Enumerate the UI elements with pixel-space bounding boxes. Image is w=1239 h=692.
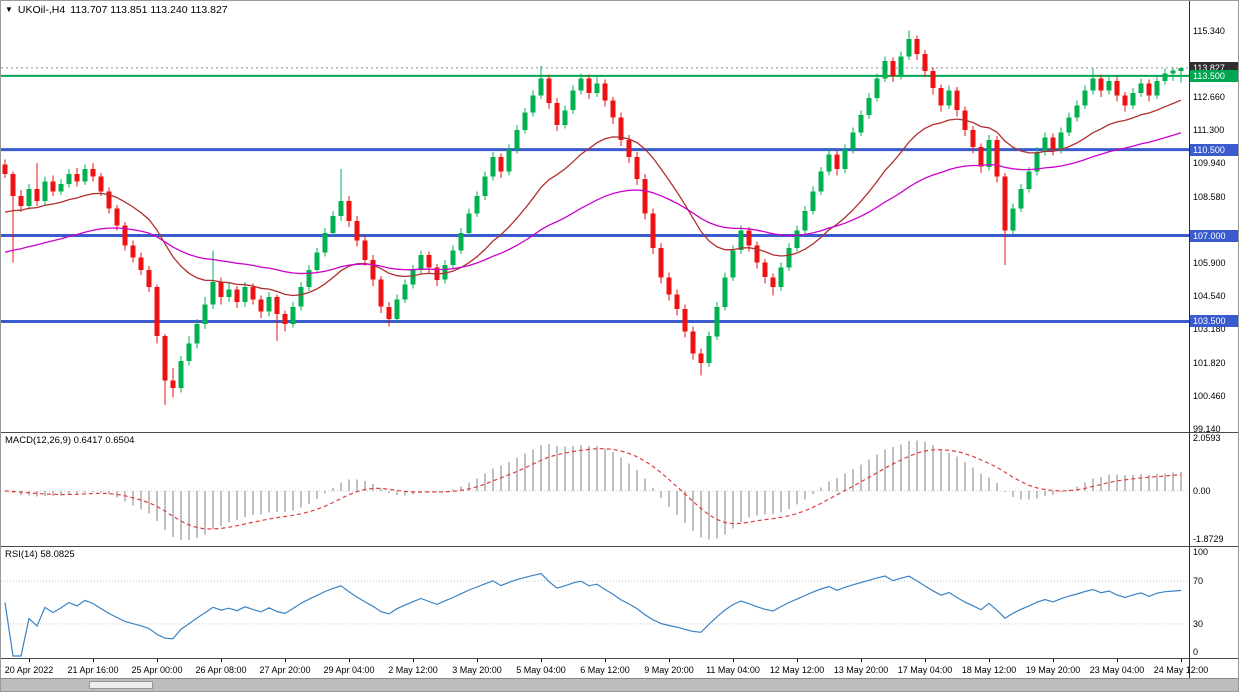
blue-level-label: 107.000 — [1190, 230, 1238, 242]
rsi-line — [4, 572, 1182, 657]
time-tick — [925, 659, 926, 662]
rsi-panel[interactable]: RSI(14) 58.0825 — [1, 547, 1189, 658]
macd-histogram — [4, 440, 1182, 541]
time-tick — [93, 659, 94, 662]
blue-level-label: 103.500 — [1190, 315, 1238, 327]
time-tick — [989, 659, 990, 662]
chart-symbol-period: UKOil-,H4 — [17, 4, 66, 16]
time-axis[interactable]: 20 Apr 2022 21 Apr 16:00 25 Apr 00:00 26 Ap… — [1, 659, 1208, 679]
price-axis-column[interactable]: 115.340 112.660 111.300 109.940 108.580 105.9… — [1189, 1, 1238, 679]
chart-title: ▼ UKOil-,H4 113.707 113.851 113.240 113.… — [5, 4, 228, 16]
time-tick-label: 20 Apr 2022 — [4, 665, 54, 675]
price-tick-label: 108.580 — [1193, 192, 1226, 202]
axis-separator — [1190, 432, 1238, 433]
panel-separator[interactable] — [1, 432, 1189, 433]
macd-tick-label: -1.8729 — [1193, 534, 1224, 544]
macd-label: MACD(12,26,9) 0.6417 0.6504 — [5, 435, 135, 446]
time-tick — [541, 659, 542, 662]
time-tick-label: 13 May 20:00 — [833, 665, 889, 675]
price-tick-label: 101.820 — [1193, 358, 1226, 368]
axis-separator — [1190, 658, 1238, 659]
macd-axis[interactable]: 2.0593 0.00 -1.8729 — [1190, 433, 1238, 546]
time-tick-label: 9 May 20:00 — [644, 665, 694, 675]
ma-slow-line — [4, 132, 1182, 275]
price-chart-panel[interactable]: ▼ UKOil-,H4 113.707 113.851 113.240 113.… — [1, 1, 1189, 432]
time-tick — [1117, 659, 1118, 662]
time-tick-label: 29 Apr 04:00 — [323, 665, 375, 675]
bottom-scrollbar[interactable] — [1, 678, 1238, 691]
price-tick-label: 104.540 — [1193, 291, 1226, 301]
candles — [2, 30, 1184, 405]
panel-separator[interactable] — [1, 546, 1189, 547]
time-tick-label: 23 May 04:00 — [1089, 665, 1145, 675]
time-tick-label: 3 May 20:00 — [452, 665, 502, 675]
rsi-tick-label: 70 — [1193, 576, 1204, 586]
time-tick — [797, 659, 798, 662]
time-tick — [605, 659, 606, 662]
time-tick-label: 5 May 04:00 — [516, 665, 566, 675]
time-tick — [733, 659, 734, 662]
time-tick-label: 6 May 12:00 — [580, 665, 630, 675]
time-tick-label: 12 May 12:00 — [769, 665, 825, 675]
price-tick-label: 115.340 — [1193, 26, 1225, 36]
time-tick — [29, 659, 30, 662]
time-tick — [477, 659, 478, 662]
time-tick-label: 27 Apr 20:00 — [259, 665, 311, 675]
rsi-tick-label: 100 — [1193, 547, 1209, 557]
rsi-axis[interactable]: 100 70 30 0 — [1190, 547, 1238, 658]
axis-corner — [1190, 659, 1238, 679]
price-tick-label: 100.460 — [1193, 391, 1226, 401]
ma-fast-line — [4, 99, 1182, 297]
price-tick-label: 99.140 — [1193, 424, 1221, 434]
macd-tick-label: 0.00 — [1193, 486, 1211, 496]
macd-canvas[interactable] — [1, 433, 1189, 546]
green-level-label: 113.500 — [1190, 70, 1238, 82]
time-tick — [413, 659, 414, 662]
macd-tick-label: 2.0593 — [1193, 433, 1221, 443]
time-tick — [349, 659, 350, 662]
chart-menu-icon[interactable]: ▼ — [5, 5, 13, 14]
scrollbar-thumb[interactable] — [89, 681, 153, 689]
time-tick-label: 24 May 12:00 — [1153, 665, 1209, 675]
time-tick-label: 2 May 12:00 — [388, 665, 438, 675]
time-tick — [669, 659, 670, 662]
time-tick — [285, 659, 286, 662]
time-tick-label: 18 May 12:00 — [961, 665, 1017, 675]
chart-ohlc-readout: 113.707 113.851 113.240 113.827 — [70, 4, 228, 16]
time-tick — [1053, 659, 1054, 662]
panel-separator[interactable] — [1, 658, 1189, 659]
rsi-tick-label: 0 — [1193, 647, 1199, 657]
macd-signal-line — [4, 448, 1182, 530]
time-tick-label: 11 May 04:00 — [706, 665, 760, 675]
time-tick — [861, 659, 862, 662]
time-tick — [1181, 659, 1182, 662]
rsi-tick-label: 30 — [1193, 619, 1204, 629]
time-tick — [157, 659, 158, 662]
time-tick-label: 17 May 04:00 — [897, 665, 953, 675]
price-chart-canvas[interactable] — [1, 1, 1189, 432]
price-tick-label: 112.660 — [1193, 92, 1225, 102]
time-tick-label: 26 Apr 08:00 — [195, 665, 247, 675]
price-tick-label: 111.300 — [1193, 125, 1225, 135]
time-tick-label: 21 Apr 16:00 — [67, 665, 119, 675]
blue-level-label: 110.500 — [1190, 144, 1238, 156]
macd-panel[interactable]: MACD(12,26,9) 0.6417 0.6504 — [1, 433, 1189, 546]
axis-separator — [1190, 546, 1238, 547]
rsi-canvas[interactable] — [1, 547, 1189, 658]
price-tick-label: 103.180 — [1193, 324, 1226, 334]
price-tick-label: 105.900 — [1193, 258, 1226, 268]
time-tick — [221, 659, 222, 662]
rsi-label: RSI(14) 58.0825 — [5, 549, 75, 560]
price-axis[interactable]: 115.340 112.660 111.300 109.940 108.580 105.9… — [1190, 1, 1238, 434]
price-tick-label: 109.940 — [1193, 158, 1226, 168]
time-tick-label: 25 Apr 00:00 — [131, 665, 183, 675]
time-tick-label: 19 May 20:00 — [1025, 665, 1081, 675]
